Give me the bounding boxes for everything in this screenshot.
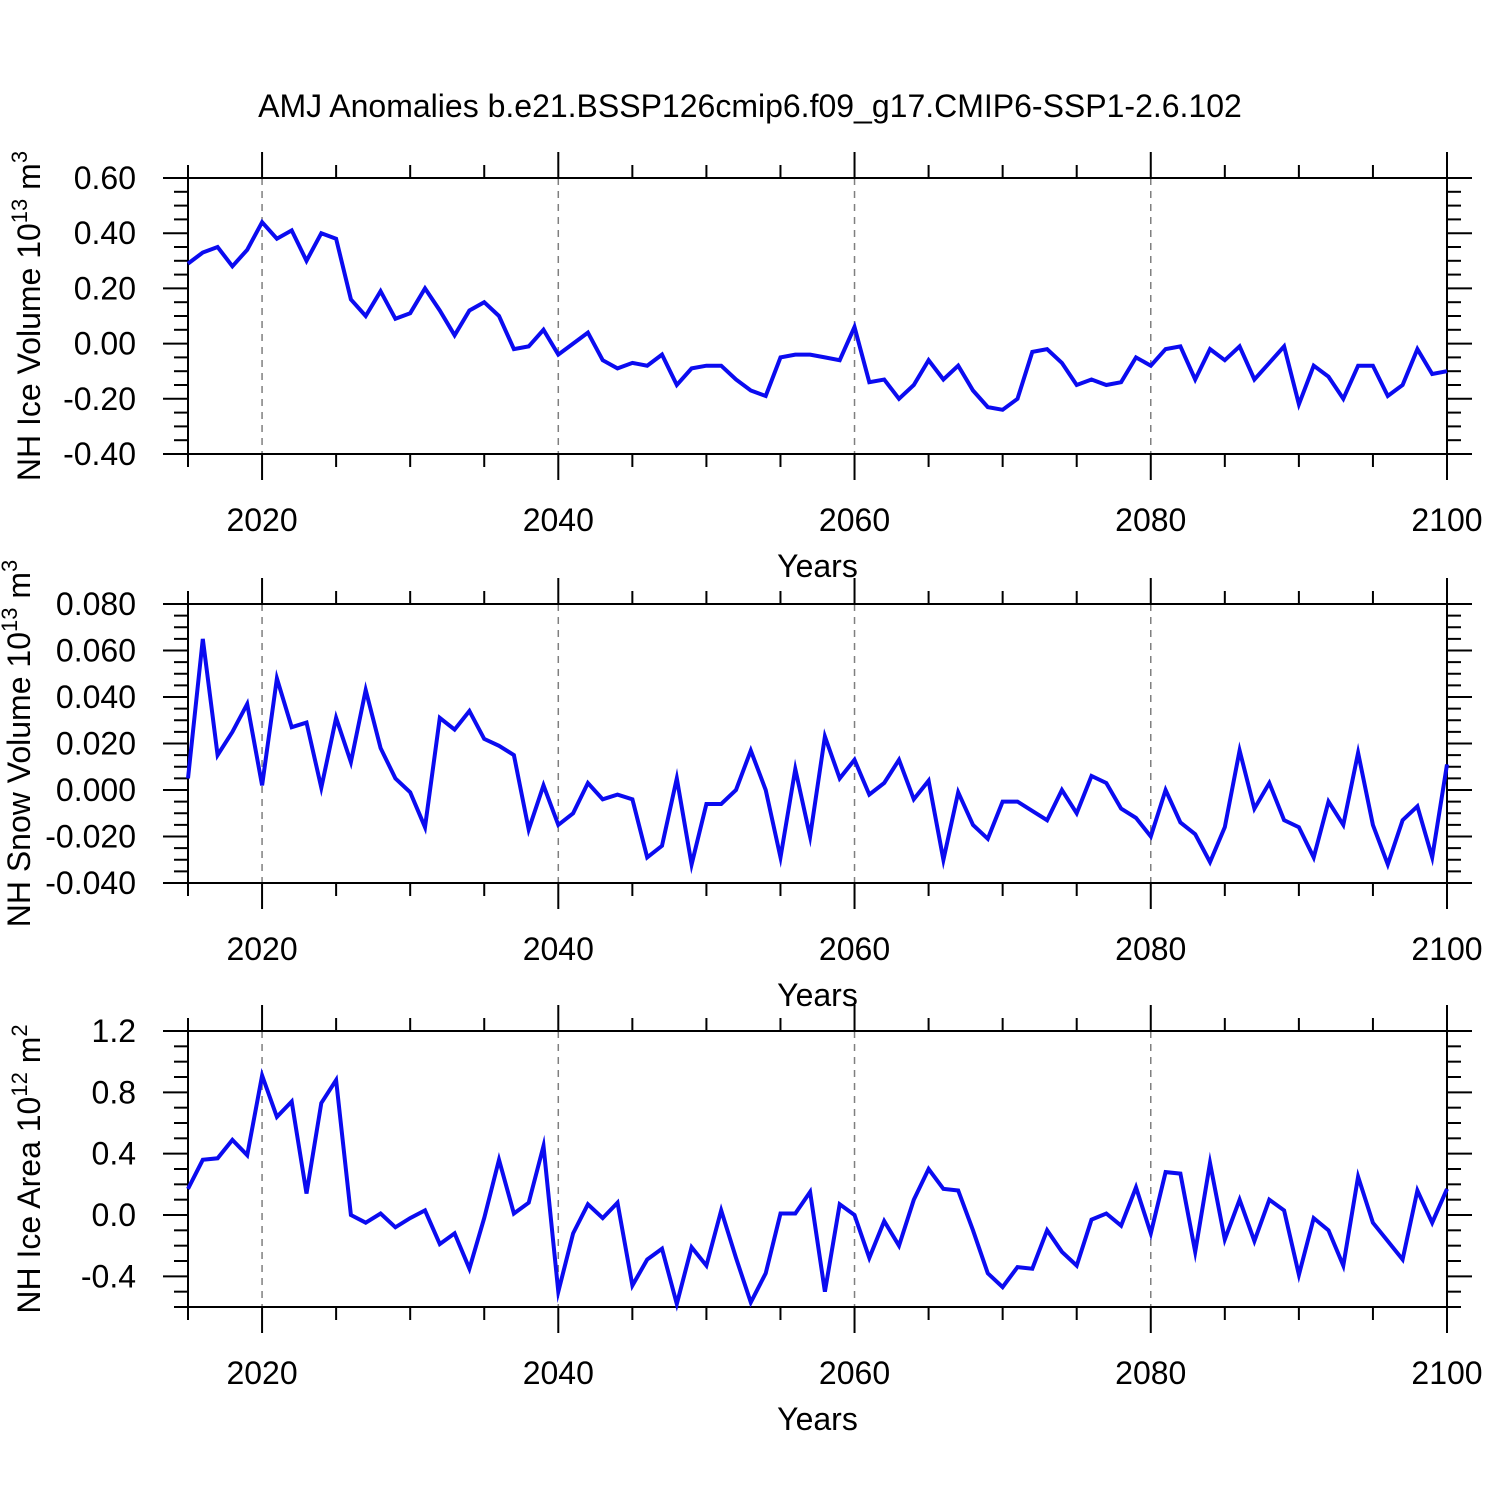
- nh-ice-volume-line: [186, 218, 1448, 412]
- y-tick-label: 0.8: [92, 1074, 136, 1110]
- y-tick-label: 0.020: [56, 726, 136, 762]
- x-tick-label: 2060: [819, 931, 890, 967]
- y-tick-label: 0.000: [56, 772, 136, 808]
- x-tick-label: 2100: [1411, 931, 1482, 967]
- y-tick-label: 0.00: [74, 326, 136, 362]
- x-tick-label: 2040: [523, 1355, 594, 1391]
- x-tick-label: 2060: [819, 1355, 890, 1391]
- x-tick-label: 2020: [226, 931, 297, 967]
- panel-nh-ice-volume: 0.60 0.40 0.20 0.00 -0.20 -0.40 2020 2040 2060 20…: [7, 151, 1483, 584]
- y-axis-title: NH Ice Area 1012 m2: [7, 1024, 47, 1313]
- panel-nh-ice-area: 1.2 0.8 0.4 0.0 -0.4 2020 2040 2060 2080 2100 Year…: [7, 1005, 1483, 1437]
- y-tick-label: 0.080: [56, 586, 136, 622]
- y-tick-label: -0.040: [45, 865, 136, 901]
- x-axis-title: Years: [777, 548, 858, 584]
- x-tick-label: 2040: [523, 502, 594, 538]
- x-tick-label: 2080: [1115, 931, 1186, 967]
- y-axis-title: NH Snow Volume 1013 m3: [0, 560, 37, 928]
- axis-frame: [187, 603, 1448, 884]
- y-tick-label: 0.040: [56, 679, 136, 715]
- x-tick-label: 2080: [1115, 502, 1186, 538]
- y-tick-label: 0.060: [56, 633, 136, 669]
- x-tick-label: 2080: [1115, 1355, 1186, 1391]
- y-tick-label: 0.0: [92, 1197, 136, 1233]
- x-tick-label: 2020: [226, 502, 297, 538]
- axis-frame: [187, 177, 1448, 455]
- y-tick-label: 0.60: [74, 160, 136, 196]
- panel-nh-snow-volume: 0.080 0.060 0.040 0.020 0.000 -0.020 -0.040 202…: [0, 560, 1483, 1013]
- y-tick-label: 0.4: [92, 1136, 136, 1172]
- figure-title: AMJ Anomalies b.e21.BSSP126cmip6.f09_g17…: [258, 88, 1242, 124]
- x-axis-title: Years: [777, 1401, 858, 1437]
- y-tick-label: 0.20: [74, 270, 136, 306]
- x-tick-label: 2060: [819, 502, 890, 538]
- y-tick-label: -0.020: [45, 819, 136, 855]
- x-tick-label: 2040: [523, 931, 594, 967]
- x-tick-label: 2100: [1411, 502, 1482, 538]
- nh-ice-area-line: [186, 1067, 1449, 1312]
- x-tick-label: 2100: [1411, 1355, 1482, 1391]
- y-tick-label: -0.20: [63, 381, 136, 417]
- y-axis-title: NH Ice Volume 1013 m3: [7, 151, 47, 481]
- x-tick-label: 2020: [226, 1355, 297, 1391]
- x-axis-title: Years: [777, 977, 858, 1013]
- nh-snow-volume-line: [186, 638, 1449, 875]
- y-tick-label: 1.2: [92, 1013, 136, 1049]
- y-tick-label: -0.4: [81, 1258, 136, 1294]
- y-tick-label: 0.40: [74, 215, 136, 251]
- y-tick-label: -0.40: [63, 436, 136, 472]
- axis-frame: [187, 1030, 1448, 1308]
